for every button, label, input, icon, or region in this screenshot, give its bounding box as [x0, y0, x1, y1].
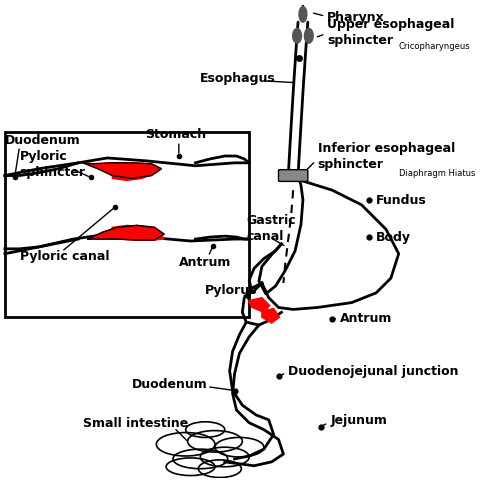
Text: Duodenum: Duodenum — [132, 378, 208, 391]
Text: Fundus: Fundus — [376, 194, 427, 207]
Ellipse shape — [292, 30, 302, 44]
Text: Esophagus: Esophagus — [200, 72, 276, 85]
Text: Antrum: Antrum — [179, 256, 231, 269]
FancyBboxPatch shape — [278, 170, 308, 182]
Text: Duodenojejunal junction: Duodenojejunal junction — [288, 365, 459, 378]
Text: Pylorus: Pylorus — [205, 284, 258, 297]
Text: Pharynx: Pharynx — [328, 11, 385, 24]
Text: Diaphragm Hiatus: Diaphragm Hiatus — [398, 169, 475, 178]
Ellipse shape — [304, 30, 313, 44]
Polygon shape — [88, 226, 164, 241]
Text: Stomach: Stomach — [144, 128, 206, 141]
Text: Body: Body — [376, 230, 411, 243]
Text: Pyloric canal: Pyloric canal — [20, 250, 109, 263]
Text: Antrum: Antrum — [340, 311, 392, 324]
FancyBboxPatch shape — [5, 132, 249, 318]
Polygon shape — [110, 226, 164, 241]
Text: Jejunum: Jejunum — [330, 413, 387, 426]
Polygon shape — [262, 309, 280, 323]
Text: Upper esophageal
sphincter: Upper esophageal sphincter — [328, 18, 454, 47]
Text: Cricopharyngeus: Cricopharyngeus — [398, 42, 470, 51]
Text: Small intestine: Small intestine — [83, 416, 188, 429]
Polygon shape — [112, 164, 161, 181]
Ellipse shape — [299, 7, 307, 23]
Text: Pyloric
sphincter: Pyloric sphincter — [20, 150, 86, 179]
Text: Duodenum: Duodenum — [5, 134, 80, 147]
Text: Inferior esophageal
sphincter: Inferior esophageal sphincter — [318, 142, 455, 171]
Text: Gastric
canal: Gastric canal — [246, 213, 296, 242]
Polygon shape — [249, 298, 270, 313]
Polygon shape — [83, 164, 161, 179]
